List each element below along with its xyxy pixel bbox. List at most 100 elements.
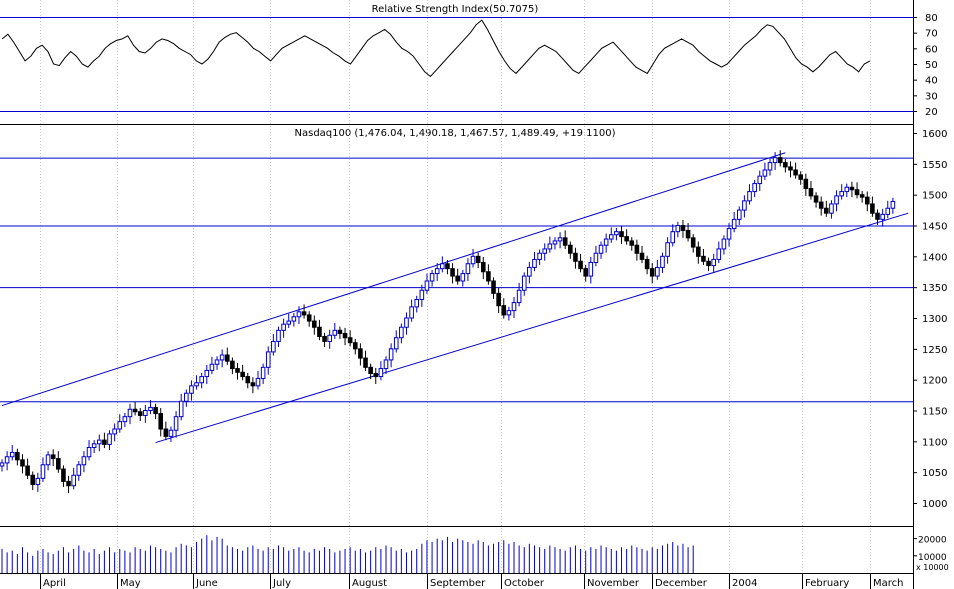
month-label-8: December <box>655 578 708 589</box>
candle-body <box>880 213 885 220</box>
candle-body <box>870 203 875 214</box>
candle-body <box>81 456 87 466</box>
candle-body <box>368 366 373 375</box>
price-axis-label-12: 1600 <box>922 129 947 140</box>
candle-body <box>736 209 742 220</box>
price-title: Nasdaq100 (1,476.04, 1,490.18, 1,467.57,… <box>295 128 616 139</box>
price-panel <box>0 150 913 494</box>
month-label-6: October <box>504 578 545 589</box>
candle-body <box>772 157 778 164</box>
candle-body <box>829 203 834 214</box>
candle-body <box>767 162 773 171</box>
candle-body <box>547 243 553 250</box>
month-label-0: April <box>43 578 66 589</box>
candle-body <box>383 359 389 370</box>
candle-body <box>716 248 722 260</box>
candle-body <box>132 408 138 413</box>
candle-body <box>854 189 860 196</box>
price-axis-label-7: 1350 <box>922 283 947 294</box>
candle-body <box>281 323 286 331</box>
candle-body <box>793 169 798 176</box>
candle-body <box>557 237 563 242</box>
candle-body <box>173 416 179 431</box>
candle-body <box>752 183 757 193</box>
candle-body <box>834 195 839 205</box>
candle-body <box>399 326 404 339</box>
price-axis-label-4: 1200 <box>922 376 947 387</box>
candle-body <box>260 366 266 379</box>
candle-body <box>148 406 153 411</box>
candle-body <box>798 174 804 180</box>
rsi-axis-label-3: 50 <box>925 60 938 71</box>
candle-body <box>404 317 409 328</box>
candle-body <box>757 175 763 185</box>
candle-body <box>102 439 107 445</box>
candle-body <box>137 411 143 416</box>
candle-body <box>56 458 61 470</box>
candle-body <box>844 186 850 193</box>
candle-body <box>178 400 184 418</box>
candle-body <box>363 357 368 368</box>
rsi-axis-label-5: 70 <box>925 29 938 40</box>
candle-body <box>40 464 46 479</box>
candle-body <box>445 263 450 270</box>
candle-body <box>214 359 220 365</box>
candle-body <box>614 231 619 236</box>
candle-body <box>337 329 343 334</box>
candle-body <box>455 275 460 282</box>
candle-body <box>552 240 558 245</box>
candle-body <box>624 236 629 242</box>
candle-body <box>15 451 20 461</box>
candle-body <box>352 342 358 350</box>
candle-body <box>327 334 332 342</box>
candle-body <box>35 477 41 486</box>
candle-body <box>61 468 66 482</box>
candle-body <box>839 191 844 197</box>
volume-axis-label-0: 10000 <box>918 553 947 563</box>
rsi-title: Relative Strength Index(50.7075) <box>372 4 539 15</box>
volume-unit-label: x 10000 <box>916 563 949 572</box>
candle-body <box>86 447 92 458</box>
candle-body <box>629 240 635 246</box>
candle-body <box>419 289 425 300</box>
candle-body <box>440 263 445 270</box>
candle-body <box>537 252 542 260</box>
candle-body <box>562 237 568 246</box>
candle-body <box>578 260 583 270</box>
candle-body <box>414 299 420 308</box>
volume-axis-label-1: 20000 <box>918 536 947 546</box>
candle-body <box>153 406 158 415</box>
candle-body <box>393 337 399 350</box>
candle-body <box>219 354 225 361</box>
candle-body <box>189 385 194 394</box>
rsi-axis-label-2: 40 <box>925 76 938 87</box>
candle-body <box>588 262 594 277</box>
candle-body <box>460 273 466 282</box>
candle-body <box>265 351 271 368</box>
candle-body <box>583 268 588 277</box>
price-axis-label-9: 1450 <box>922 222 947 233</box>
month-label-3: July <box>272 578 291 589</box>
candle-body <box>112 428 117 435</box>
candle-body <box>204 369 210 378</box>
candle-body <box>286 320 292 325</box>
candle-body <box>480 262 486 273</box>
candle-body <box>317 326 322 337</box>
rsi-line <box>1 19 871 78</box>
price-axis-label-5: 1250 <box>922 345 947 356</box>
rsi-panel <box>0 17 913 112</box>
candle-body <box>706 260 711 267</box>
candle-body <box>885 207 891 215</box>
candle-body <box>593 252 599 263</box>
candle-body <box>803 178 809 189</box>
candle-body <box>731 218 737 230</box>
rsi-axis-label-0: 20 <box>925 107 938 118</box>
candle-body <box>747 191 752 202</box>
volume-panel <box>1 535 694 573</box>
month-label-1: May <box>120 578 141 589</box>
candle-body <box>347 337 353 344</box>
x-axis-labels: April May June July August September October No… <box>40 573 903 589</box>
candle-body <box>342 332 348 339</box>
candle-body <box>429 273 435 282</box>
candle-body <box>25 465 30 476</box>
